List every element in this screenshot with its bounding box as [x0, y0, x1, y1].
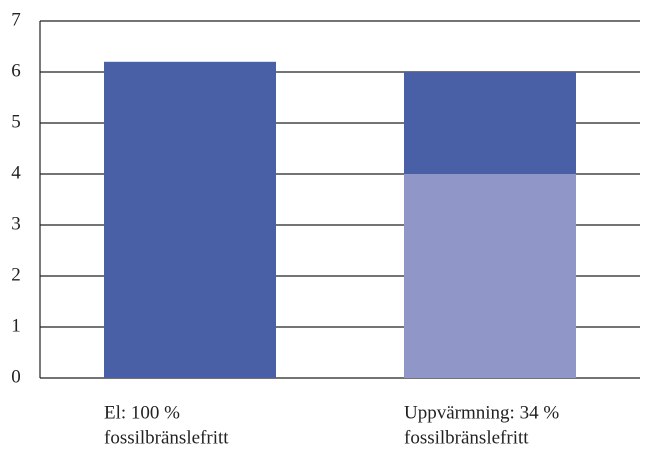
y-tick-label: 6: [11, 60, 21, 81]
y-tick-label: 5: [11, 111, 21, 132]
x-tick-label: Uppvärmning: 34 %: [404, 402, 559, 423]
bar-segment: [104, 61, 276, 379]
y-tick-label: 1: [11, 315, 21, 336]
y-tick-label: 0: [11, 366, 21, 387]
x-tick-label: fossilbränslefritt: [404, 427, 529, 448]
y-tick-label: 3: [11, 213, 21, 234]
x-tick-label: fossilbränslefritt: [104, 427, 229, 448]
y-tick-label: 4: [11, 162, 21, 183]
y-tick-label: 7: [11, 9, 21, 30]
bar-segment: [404, 72, 576, 174]
x-tick-label: El: 100 %: [104, 402, 180, 423]
y-tick-label: 2: [11, 264, 21, 285]
bar-segment: [404, 174, 576, 378]
